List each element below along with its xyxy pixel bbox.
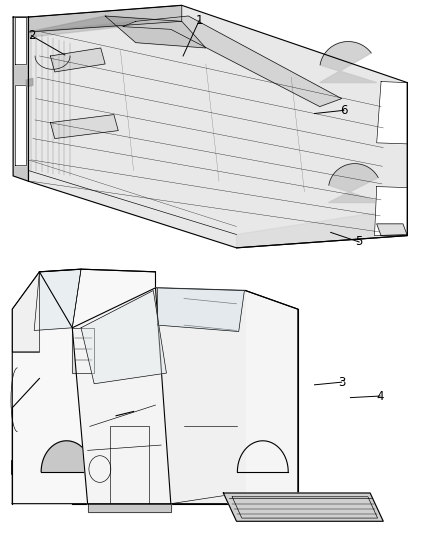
Polygon shape [328, 164, 381, 203]
Text: 5: 5 [356, 236, 363, 248]
Polygon shape [12, 269, 298, 504]
Polygon shape [28, 5, 407, 248]
Text: 2: 2 [28, 29, 35, 42]
Text: 6: 6 [340, 104, 348, 117]
Polygon shape [28, 16, 182, 32]
Text: 4: 4 [376, 390, 384, 402]
Polygon shape [72, 288, 171, 504]
Polygon shape [50, 48, 105, 72]
Polygon shape [12, 272, 39, 352]
Polygon shape [123, 16, 342, 107]
Polygon shape [374, 187, 407, 236]
Text: 3: 3 [338, 376, 345, 389]
Polygon shape [26, 78, 33, 87]
Polygon shape [88, 504, 171, 512]
Polygon shape [81, 290, 166, 384]
Polygon shape [72, 328, 94, 373]
Polygon shape [28, 5, 182, 32]
Polygon shape [158, 288, 244, 332]
Polygon shape [105, 16, 206, 48]
Polygon shape [50, 115, 118, 139]
Polygon shape [245, 290, 298, 504]
Polygon shape [320, 42, 377, 83]
Polygon shape [377, 82, 407, 144]
Polygon shape [15, 17, 26, 64]
Polygon shape [110, 426, 149, 504]
Polygon shape [237, 213, 407, 248]
Polygon shape [377, 224, 407, 236]
Polygon shape [237, 441, 288, 472]
Polygon shape [34, 269, 81, 330]
Text: 1: 1 [195, 14, 203, 27]
Polygon shape [28, 21, 136, 37]
Polygon shape [155, 288, 245, 504]
Polygon shape [223, 493, 383, 521]
Polygon shape [41, 441, 92, 472]
Polygon shape [15, 85, 26, 165]
Polygon shape [13, 17, 28, 181]
